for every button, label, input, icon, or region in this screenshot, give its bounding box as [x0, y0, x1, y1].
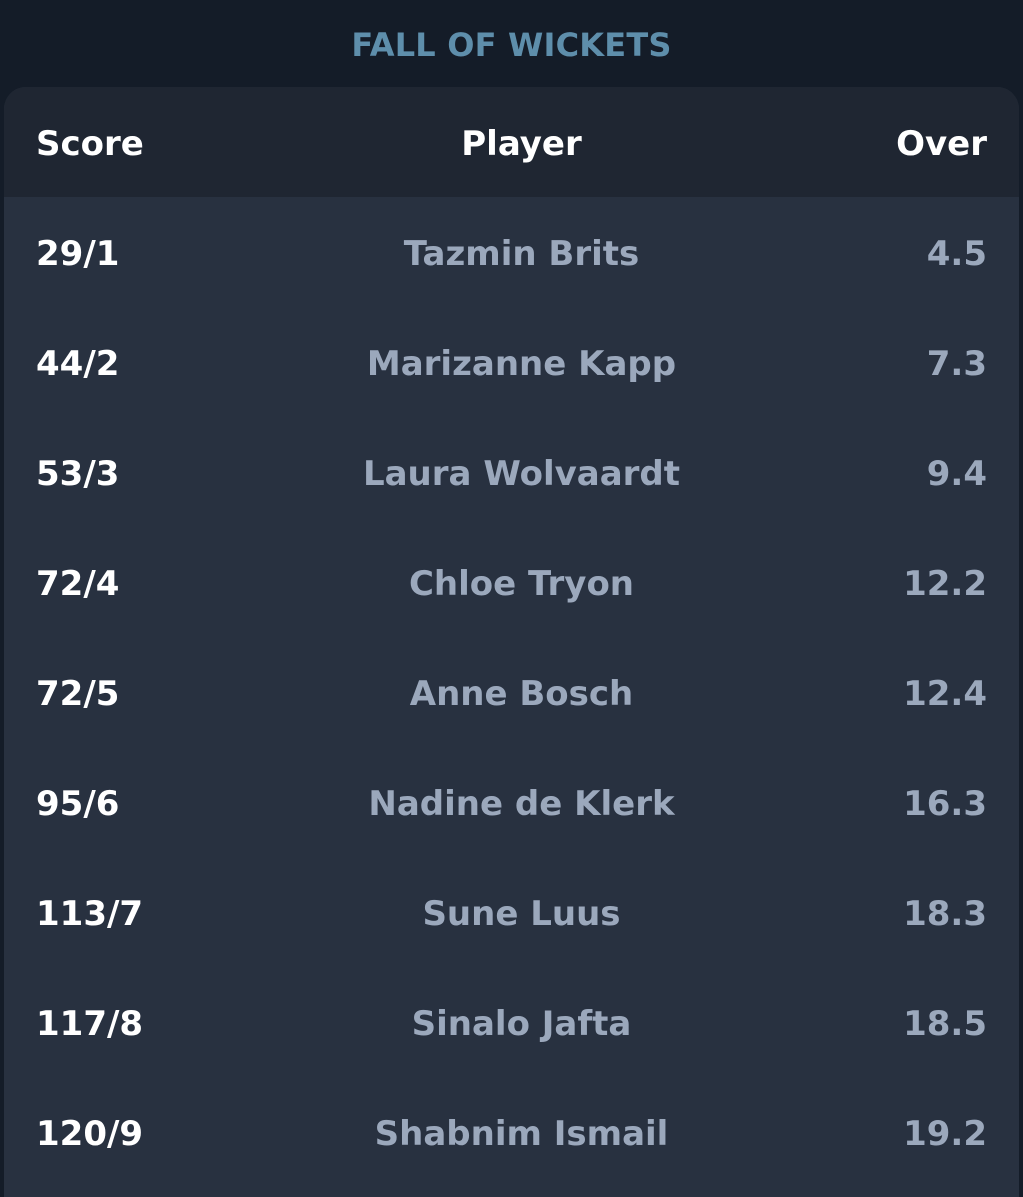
- over-cell: 19.2: [903, 1114, 987, 1154]
- over-cell: 16.3: [903, 784, 987, 824]
- player-cell: Tazmin Brits: [403, 234, 640, 274]
- table-row: 29/1 Tazmin Brits 4.5: [4, 197, 1019, 307]
- table-row: 117/8 Sinalo Jafta 18.5: [4, 967, 1019, 1077]
- fall-of-wickets-table: Score Player Over 29/1 Tazmin Brits 4.5 …: [4, 87, 1019, 1197]
- section-title: FALL OF WICKETS: [351, 26, 672, 64]
- column-header-player: Player: [461, 124, 582, 164]
- player-cell: Sune Luus: [422, 894, 621, 934]
- player-cell: Marizanne Kapp: [366, 344, 677, 384]
- over-cell: 9.4: [926, 454, 987, 494]
- score-cell: 113/7: [36, 894, 144, 934]
- score-cell: 72/5: [36, 674, 120, 714]
- player-cell: Shabnim Ismail: [374, 1114, 669, 1154]
- over-cell: 18.5: [903, 1004, 987, 1044]
- column-header-score: Score: [36, 124, 144, 164]
- table-row: 113/7 Sune Luus 18.3: [4, 857, 1019, 967]
- player-cell: Laura Wolvaardt: [362, 454, 681, 494]
- table-row: 72/5 Anne Bosch 12.4: [4, 637, 1019, 747]
- over-cell: 4.5: [926, 234, 987, 274]
- over-cell: 12.2: [903, 564, 987, 604]
- over-cell: 12.4: [903, 674, 987, 714]
- score-cell: 117/8: [36, 1004, 144, 1044]
- table-header: Score Player Over: [4, 87, 1019, 197]
- table-row: 95/6 Nadine de Klerk 16.3: [4, 747, 1019, 857]
- player-cell: Nadine de Klerk: [368, 784, 675, 824]
- over-cell: 7.3: [926, 344, 987, 384]
- table-row: 120/9 Shabnim Ismail 19.2: [4, 1077, 1019, 1187]
- score-cell: 95/6: [36, 784, 120, 824]
- player-cell: Sinalo Jafta: [411, 1004, 632, 1044]
- score-cell: 29/1: [36, 234, 120, 274]
- score-cell: 120/9: [36, 1114, 144, 1154]
- table-row: 72/4 Chloe Tryon 12.2: [4, 527, 1019, 637]
- player-cell: Chloe Tryon: [408, 564, 635, 604]
- score-cell: 44/2: [36, 344, 120, 384]
- over-cell: 18.3: [903, 894, 987, 934]
- column-header-over: Over: [896, 124, 987, 164]
- table-row: 53/3 Laura Wolvaardt 9.4: [4, 417, 1019, 527]
- score-cell: 72/4: [36, 564, 120, 604]
- score-cell: 53/3: [36, 454, 120, 494]
- table-row: 44/2 Marizanne Kapp 7.3: [4, 307, 1019, 417]
- player-cell: Anne Bosch: [409, 674, 634, 714]
